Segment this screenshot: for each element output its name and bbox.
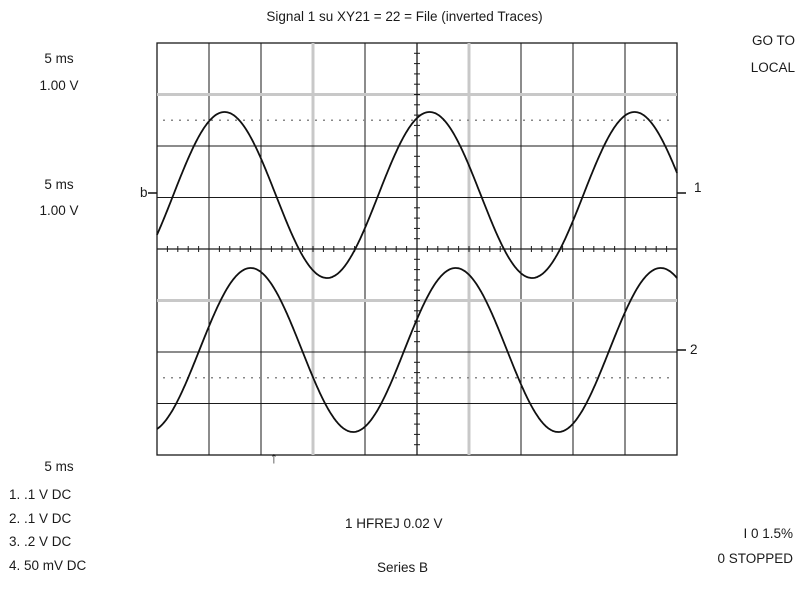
scope-title: Signal 1 su XY21 = 22 = File (inverted T… bbox=[266, 9, 543, 24]
graticule bbox=[156, 42, 678, 456]
channel-1-setting[interactable]: 1. .1 V DC bbox=[9, 487, 72, 502]
trace-1-waveform bbox=[156, 111, 678, 279]
channel-4-setting[interactable]: 4. 50 mV DC bbox=[9, 557, 87, 573]
ch2-timebase: 5 ms bbox=[44, 177, 74, 192]
ch2-volts-div: 1.00 V bbox=[39, 203, 79, 218]
status-run-state: 0 STOPPED bbox=[717, 551, 793, 566]
waveform-traces bbox=[156, 111, 678, 433]
trigger-arrow-icon[interactable]: ↑ bbox=[270, 450, 278, 467]
status-percent: I 0 1.5% bbox=[743, 526, 793, 541]
menu-go-to[interactable]: GO TO bbox=[751, 33, 795, 48]
trace2-label: 2 bbox=[690, 342, 698, 357]
marker-b-label: b bbox=[140, 185, 148, 200]
channel-2-setting[interactable]: 2. .1 V DC bbox=[9, 510, 72, 526]
trace-2-waveform bbox=[156, 267, 678, 433]
timebase-readout: 5 ms bbox=[44, 459, 74, 474]
menu-local[interactable]: LOCAL bbox=[750, 60, 795, 75]
ch1-volts-div: 1.00 V bbox=[39, 78, 79, 93]
trace-markers bbox=[148, 192, 686, 351]
channel-3-setting[interactable]: 3. .2 V DC bbox=[9, 534, 72, 549]
ch1-timebase: 5 ms bbox=[44, 51, 74, 66]
trace1-label: 1 bbox=[694, 180, 702, 195]
channel-list: 1. .1 V DC 2. .1 V DC 3. .2 V DC 4. 50 m… bbox=[9, 483, 86, 577]
series-label: Series B bbox=[377, 560, 429, 575]
trigger-info: 1 HFREJ 0.02 V bbox=[345, 516, 443, 531]
